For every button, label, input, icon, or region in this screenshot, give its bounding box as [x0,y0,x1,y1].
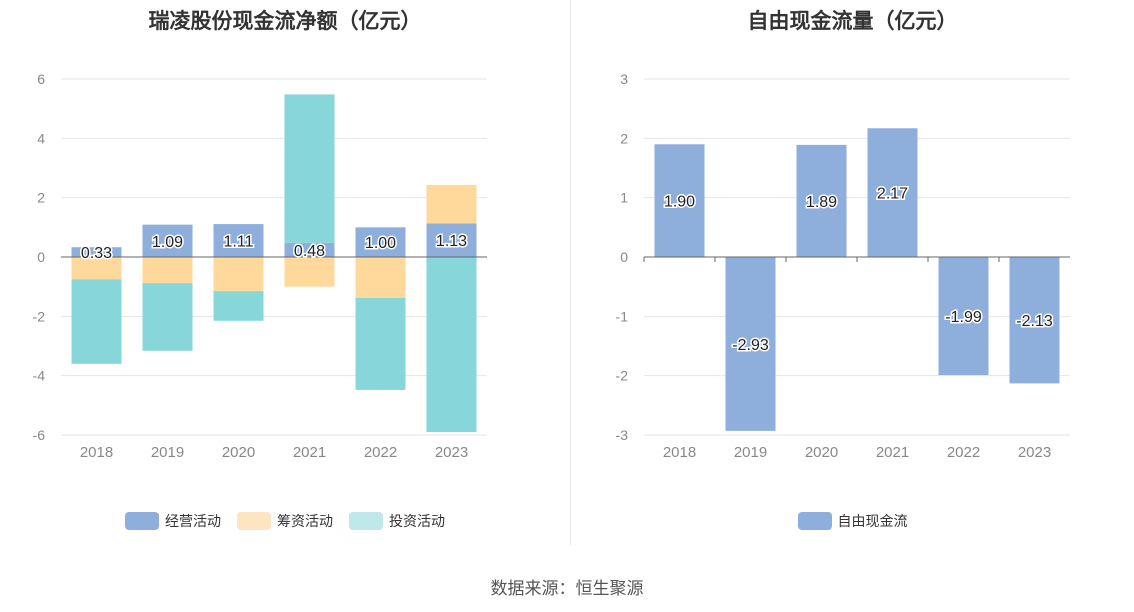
left-chart-legend: 经营活动 筹资活动 投资活动 [0,511,570,531]
data-label-2020: 1.89 [806,194,837,211]
legend-item-financing[interactable]: 筹资活动 [237,511,333,531]
panel-divider [570,0,571,545]
data-label-2021: 2.17 [877,186,908,203]
bar-筹资活动-2020 [213,257,264,292]
right-chart-plot: 3 2 1 0 -1 -2 -3 2018 2019 2020 2021 2022 2023 1.90 -2… [616,71,1070,461]
legend-item-investing[interactable]: 投资活动 [349,511,445,531]
y-tick-label: 0 [620,249,628,265]
bar-投资活动-2019 [142,283,193,351]
data-label-2019: -2.93 [732,337,769,354]
data-label-2021: 0.48 [294,243,325,260]
left-chart-title: 瑞凌股份现金流净额（亿元） [148,10,422,33]
bar-经营活动-2022 [355,227,406,257]
bar-自由现金流-2019 [725,257,776,431]
x-tick-label-2020: 2020 [222,444,255,461]
bar-经营活动-2019 [142,224,193,257]
bar-经营活动-2021 [284,242,335,257]
bar-筹资活动-2019 [142,257,193,284]
bar-自由现金流-2023 [1009,257,1060,384]
data-label-2022: -1.99 [945,309,982,326]
y-tick-label: 3 [620,71,628,87]
legend-item-free-cash-flow[interactable]: 自由现金流 [797,511,908,531]
legend-swatch-financing [237,512,271,530]
x-tick-label-2019: 2019 [151,444,184,461]
x-tick-label-2018: 2018 [80,444,113,461]
legend-swatch-operating [125,512,159,530]
bar-筹资活动-2018 [71,257,122,280]
left-chart-plot: 6 4 2 0 -2 -4 -6 2018 2019 2020 2021 2022 2023 0.33 1.… [33,71,487,461]
bar-自由现金流-2022 [938,257,989,376]
y-tick-label: 4 [37,130,45,146]
data-label-2022: 1.00 [365,235,396,252]
y-tick-label: -1 [616,308,629,324]
bar-筹资活动-2022 [355,257,406,298]
left-chart-panel: 瑞凌股份现金流净额（亿元） 6 4 2 0 -2 -4 -6 2018 2019 2020 2021… [0,0,570,545]
bar-自由现金流-2018 [654,144,705,257]
right-chart-title: 自由现金流量（亿元） [747,10,958,33]
data-source: 数据来源：恒生聚源 [490,579,644,598]
x-tick-label-2023: 2023 [435,444,468,461]
bar-筹资活动-2021 [284,257,335,287]
y-tick-label: 0 [37,249,45,265]
y-tick-label: -2 [33,308,46,324]
x-tick-label-2022: 2022 [947,444,980,461]
bar-自由现金流-2021 [867,128,918,257]
y-tick-label: 2 [620,130,628,146]
bar-投资活动-2021 [284,94,335,243]
right-chart-legend: 自由现金流 [571,511,1134,531]
y-tick-label: -6 [33,427,46,443]
bar-投资活动-2023 [426,257,477,433]
bar-筹资活动-2023 [426,184,477,224]
y-tick-label: 1 [620,190,628,206]
bar-投资活动-2018 [71,279,122,364]
right-chart-panel: 自由现金流量（亿元） 3 2 1 0 -1 -2 -3 2018 2019 2020 2021 202… [571,0,1134,545]
legend-label-investing: 投资活动 [389,513,445,529]
bar-投资活动-2022 [355,297,406,390]
legend-label-financing: 筹资活动 [277,513,333,529]
x-tick-label-2018: 2018 [663,444,696,461]
x-tick-label-2020: 2020 [805,444,838,461]
data-label-2020: 1.11 [224,234,254,251]
y-tick-label: -3 [616,427,629,443]
bar-经营活动-2018 [71,247,122,257]
x-tick-label-2023: 2023 [1018,444,1051,461]
bar-经营活动-2020 [213,224,264,257]
bar-投资活动-2020 [213,291,264,321]
legend-label-operating: 经营活动 [165,513,221,529]
x-tick-label-2021: 2021 [876,444,909,461]
data-label-2023: -2.13 [1016,313,1053,330]
y-tick-label: -4 [33,368,46,384]
legend-label-free-cash-flow: 自由现金流 [837,513,908,529]
legend-item-operating[interactable]: 经营活动 [125,511,221,531]
data-label-2018: 0.33 [81,245,112,262]
y-tick-label: 2 [37,190,45,206]
y-tick-label: -2 [616,368,629,384]
x-tick-label-2019: 2019 [734,444,767,461]
x-tick-label-2022: 2022 [364,444,397,461]
legend-swatch-investing [349,512,383,530]
bar-经营活动-2023 [426,223,477,257]
legend-swatch-free-cash-flow [797,512,832,530]
data-label-2019: 1.09 [152,234,183,251]
bar-自由现金流-2020 [796,144,847,257]
y-tick-label: 6 [37,71,45,87]
data-label-2023: 1.13 [436,233,467,250]
x-tick-label-2021: 2021 [293,444,326,461]
data-label-2018: 1.90 [664,194,695,211]
